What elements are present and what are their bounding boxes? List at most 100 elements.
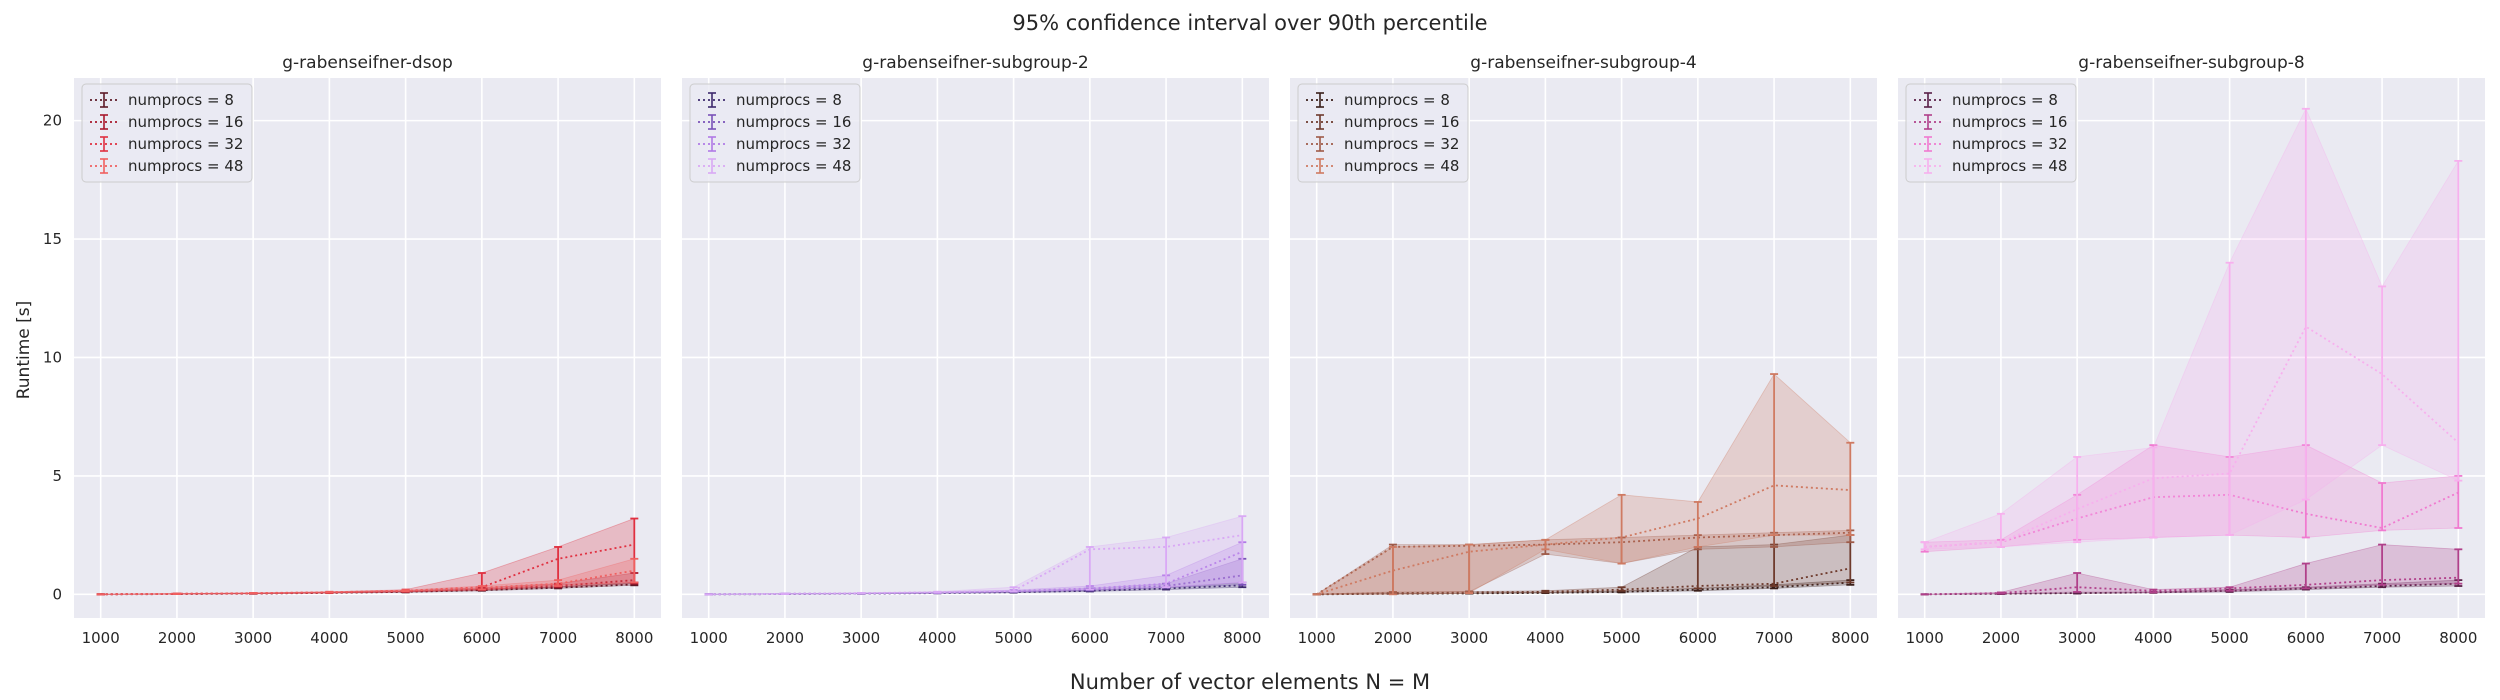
x-tick-label: 4000	[1526, 629, 1564, 647]
error-bar	[1996, 591, 2005, 595]
x-tick-label: 2000	[766, 629, 804, 647]
error-bar	[2378, 543, 2387, 586]
legend-label: numprocs = 8	[736, 91, 842, 109]
legend: numprocs = 8 numprocs = 16 numprocs = 32 nu…	[689, 83, 861, 183]
error-bar	[2301, 107, 2310, 501]
legend-label: numprocs = 32	[128, 135, 243, 153]
y-tick-label: 10	[43, 348, 62, 366]
x-tick-label: 5000	[1603, 629, 1641, 647]
x-tick-label: 8000	[1223, 629, 1261, 647]
error-bar	[1388, 546, 1397, 596]
legend-frame	[81, 83, 253, 183]
error-bar	[554, 579, 563, 587]
x-tick-label: 7000	[539, 629, 577, 647]
series-line	[1924, 576, 2459, 596]
legend-label: numprocs = 32	[736, 135, 851, 153]
error-bar	[2225, 586, 2234, 592]
error-bar	[2378, 482, 2387, 532]
legend-entry: numprocs = 32	[1306, 135, 1459, 153]
series-2	[1920, 543, 2463, 596]
y-tick-label: 0	[52, 585, 62, 603]
x-tick-label: 7000	[2363, 629, 2401, 647]
legend-frame	[689, 83, 861, 183]
x-tick-label: 1000	[690, 629, 728, 647]
legend-label: numprocs = 48	[1952, 157, 2067, 175]
error-bar	[1920, 541, 1929, 551]
legend-entry: numprocs = 48	[1306, 157, 1459, 175]
error-bar	[1465, 543, 1474, 595]
legend-label: numprocs = 32	[1952, 135, 2067, 153]
legend-entry: numprocs = 8	[1914, 91, 2058, 109]
legend-entry: numprocs = 16	[1914, 113, 2067, 131]
series-4	[96, 557, 639, 596]
legend-frame	[1297, 83, 1469, 183]
subplot-dsop: 0 5 10 15 20 1000 2000 3000 4000 5000 6000 7000 8000…	[43, 53, 661, 647]
series-line	[1924, 325, 2459, 548]
x-tick-label: 5000	[995, 629, 1033, 647]
subplot-subgroup-2: 1000 2000 3000 4000 5000 6000 7000 8000 g-rabens…	[682, 53, 1269, 647]
error-bar	[2225, 261, 2234, 537]
legend-entry: numprocs = 48	[90, 157, 243, 175]
legend-label: numprocs = 8	[128, 91, 234, 109]
x-tick-label: 1000	[1298, 629, 1336, 647]
legend-entry: numprocs = 48	[1914, 157, 2067, 175]
error-bar	[2454, 548, 2463, 585]
series-4	[1312, 373, 1855, 596]
legend-label: numprocs = 16	[1344, 113, 1459, 131]
legend-entry: numprocs = 32	[90, 135, 243, 153]
legend-entry: numprocs = 8	[698, 91, 842, 109]
x-tick-label: 2000	[1982, 629, 2020, 647]
error-bar	[2378, 285, 2387, 447]
x-tick-label: 4000	[310, 629, 348, 647]
legend-entry: numprocs = 16	[1306, 113, 1459, 131]
x-axis-label: Number of vector elements N = M	[1070, 670, 1430, 694]
x-tick-label: 1000	[1906, 629, 1944, 647]
error-bar	[1693, 501, 1702, 548]
subplot-title: g-rabenseifner-subgroup-2	[862, 53, 1088, 73]
error-bar	[630, 557, 639, 584]
error-bar	[1996, 512, 2005, 548]
legend-frame	[1905, 83, 2077, 183]
error-bar	[2149, 446, 2158, 539]
x-tick-label: 5000	[2211, 629, 2249, 647]
legend-label: numprocs = 48	[1344, 157, 1459, 175]
error-bar	[1541, 538, 1550, 551]
legend-entry: numprocs = 16	[90, 113, 243, 131]
error-bar	[1541, 589, 1550, 594]
series-4	[704, 515, 1247, 596]
error-bar	[2073, 572, 2082, 593]
x-tick-label: 3000	[234, 629, 272, 647]
legend-entry: numprocs = 32	[1914, 135, 2067, 153]
error-bar	[477, 585, 486, 591]
x-tick-label: 3000	[2058, 629, 2096, 647]
x-tick-label: 4000	[2134, 629, 2172, 647]
x-tick-label: 8000	[2439, 629, 2477, 647]
y-tick-label: 15	[43, 230, 62, 248]
error-bar	[1617, 586, 1626, 592]
x-tick-label: 3000	[842, 629, 880, 647]
legend-label: numprocs = 48	[736, 157, 851, 175]
legend-label: numprocs = 16	[128, 113, 243, 131]
x-tick-label: 2000	[158, 629, 196, 647]
error-bar	[401, 589, 410, 593]
error-bar	[1085, 546, 1094, 591]
legend-label: numprocs = 48	[128, 157, 243, 175]
x-tick-label: 3000	[1450, 629, 1488, 647]
x-tick-label: 2000	[1374, 629, 1412, 647]
legend-label: numprocs = 8	[1952, 91, 2058, 109]
x-tick-label: 1000	[82, 629, 120, 647]
legend: numprocs = 8 numprocs = 16 numprocs = 32 nu…	[1905, 83, 2077, 183]
legend-entry: numprocs = 48	[698, 157, 851, 175]
x-tick-label: 8000	[615, 629, 653, 647]
series-line	[1316, 531, 1851, 596]
y-tick-label: 5	[52, 467, 62, 485]
legend: numprocs = 8 numprocs = 16 numprocs = 32 nu…	[1297, 83, 1469, 183]
error-bar	[2454, 159, 2463, 482]
y-tick-label: 20	[43, 112, 62, 130]
error-bar	[1846, 441, 1855, 537]
error-bar	[325, 590, 334, 594]
subplot-title: g-rabenseifner-subgroup-4	[1470, 53, 1696, 73]
legend-entry: numprocs = 8	[1306, 91, 1450, 109]
series-line	[1924, 582, 2459, 596]
legend-label: numprocs = 32	[1344, 135, 1459, 153]
